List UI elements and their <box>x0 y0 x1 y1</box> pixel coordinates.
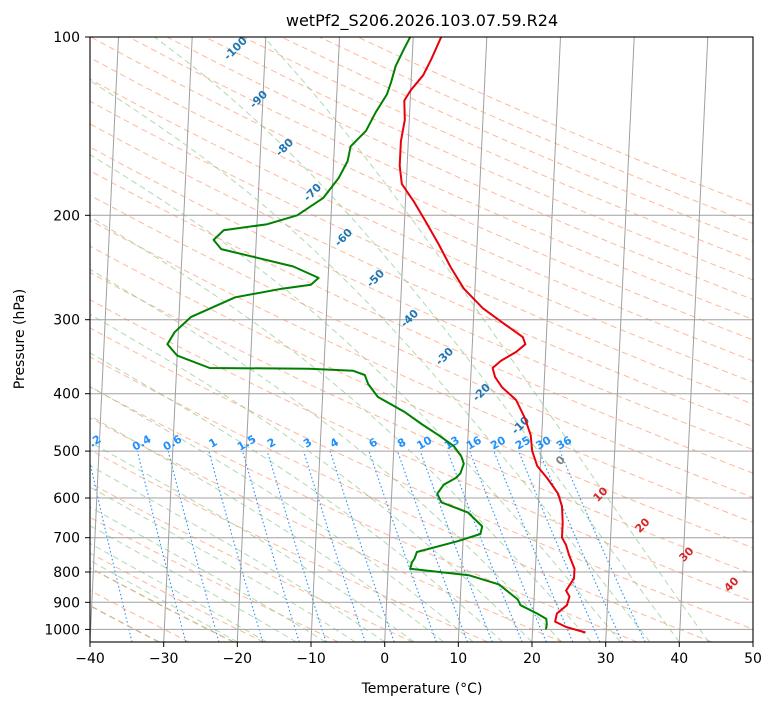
y-tick-label: 200 <box>53 208 80 224</box>
y-tick-label: 800 <box>53 565 80 581</box>
moist-adiabat <box>90 352 503 642</box>
dry-adiabat <box>90 449 488 642</box>
mixing-ratio-line <box>493 450 574 642</box>
isotherm <box>531 37 561 642</box>
dry-adiabat <box>90 417 563 642</box>
mixing-ratio-line <box>518 450 601 642</box>
x-tick-label: −10 <box>296 651 326 667</box>
isotherm <box>605 37 635 642</box>
x-tick-label: 50 <box>744 651 762 667</box>
mixing-ratio-line <box>396 450 469 642</box>
dry-adiabat <box>166 37 753 301</box>
isotherm <box>384 37 414 642</box>
mixing-ratio-line <box>167 450 220 642</box>
moist-adiabat <box>90 154 621 642</box>
x-tick-label: 30 <box>597 651 615 667</box>
moist-adiabat <box>90 542 268 642</box>
moist-adiabat <box>263 37 710 642</box>
moist-adiabat <box>90 80 651 642</box>
moist-adiabat <box>90 441 415 642</box>
y-tick-label: 600 <box>53 491 80 507</box>
isobars <box>90 37 753 630</box>
mixing-ratio-line <box>447 450 523 642</box>
mixing-ratio-line <box>419 450 493 642</box>
mixing-ratio-line <box>90 460 133 642</box>
y-tick-label: 900 <box>53 595 80 611</box>
mixing-ratio-line <box>368 450 437 642</box>
moist-adiabats <box>90 37 710 642</box>
dry-adiabat <box>90 146 753 451</box>
dry-adiabat <box>90 589 190 642</box>
moist-adiabat <box>90 385 474 642</box>
dry-adiabat <box>90 327 753 630</box>
y-axis: 100 200 300 400 500 600 700 800 900 1000 <box>44 30 90 638</box>
mixing-ratio-line <box>302 450 366 642</box>
y-tick-label: 1000 <box>44 622 80 638</box>
y-tick-label: 100 <box>53 30 80 46</box>
dry-adiabat <box>90 194 753 498</box>
dry-adiabat <box>90 552 264 642</box>
x-tick-label: 0 <box>380 651 389 667</box>
dewpoint-line <box>166 37 548 630</box>
moist-adiabat <box>90 216 592 642</box>
reference-curve <box>90 567 234 642</box>
dry-adiabat <box>90 57 753 362</box>
moist-adiabat <box>90 506 326 642</box>
isotherm <box>678 37 709 642</box>
dry-adiabat <box>90 219 753 523</box>
profile-series <box>166 37 586 634</box>
reference-curves <box>90 567 234 642</box>
isotherm <box>236 37 267 642</box>
x-tick-label: −40 <box>75 651 105 667</box>
x-tick-label: 40 <box>670 651 688 667</box>
moist-adiabat <box>90 525 297 642</box>
y-tick-label: 300 <box>53 313 80 329</box>
x-tick-label: 20 <box>523 651 541 667</box>
dry-adiabat <box>90 356 712 642</box>
mixing-ratio-line <box>469 450 547 642</box>
x-tick-label: −20 <box>223 651 253 667</box>
mixing-ratio-line <box>208 450 264 642</box>
isotherm <box>310 37 340 642</box>
mixing-ratio-line <box>136 450 187 642</box>
y-tick-label: 700 <box>53 531 80 547</box>
moist-adiabat <box>90 268 562 642</box>
dry-adiabat <box>90 272 753 575</box>
y-axis-title: Pressure (hPa) <box>12 289 28 389</box>
mixing-ratio-line <box>241 450 300 642</box>
dry-adiabat <box>90 386 638 642</box>
moist-adiabat <box>154 37 680 642</box>
plot-frame <box>89 36 754 643</box>
y-tick-label: 400 <box>53 387 80 403</box>
mixing-ratio-line <box>266 450 327 642</box>
x-axis-title: Temperature (°C) <box>361 681 483 697</box>
x-axis: −40 −30 −20 −10 0 10 20 30 40 50 <box>75 642 762 667</box>
isotherm <box>163 37 193 642</box>
x-tick-label: 10 <box>449 651 467 667</box>
chart-title: wetPf2_S206.2026.103.07.59.R24 <box>286 11 558 31</box>
isotherms <box>90 37 753 642</box>
y-tick-label: 500 <box>53 444 80 460</box>
x-tick-label: −30 <box>149 651 179 667</box>
isotherm <box>457 37 488 642</box>
moist-adiabat <box>90 313 533 642</box>
isotherm <box>90 37 119 642</box>
temperature-line <box>398 37 586 634</box>
